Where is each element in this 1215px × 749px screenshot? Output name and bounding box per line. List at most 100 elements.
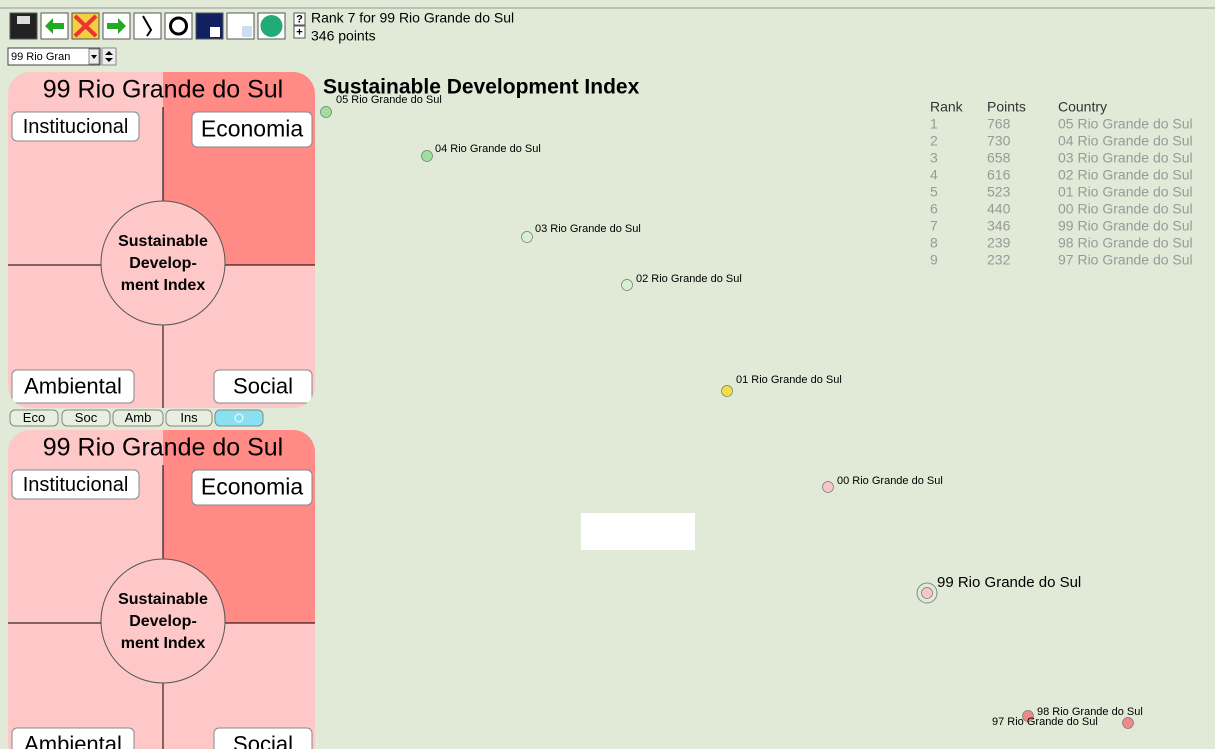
star-shape	[73, 14, 98, 38]
center-label: ment Index	[121, 635, 206, 652]
pointer-button[interactable]	[133, 12, 162, 40]
tab-frame	[61, 409, 111, 427]
rank-cell: 8	[930, 235, 938, 251]
save-button[interactable]	[9, 12, 38, 40]
tab-label: Ins	[180, 410, 198, 425]
rank-cell: 4	[930, 167, 938, 183]
point-dot	[721, 385, 733, 397]
help-label: ?	[296, 13, 303, 25]
point-label: 04 Rio Grande do Sul	[435, 143, 541, 155]
quadrant-label: Ambiental	[24, 731, 122, 749]
point-dot	[521, 231, 533, 243]
point-label: 00 Rio Grande do Sul	[837, 475, 943, 487]
region-selector[interactable]: 99 Rio Gran	[7, 47, 101, 66]
tab-label: Amb	[125, 410, 152, 425]
region-point[interactable]: 99 Rio Grande do Sul	[916, 574, 1081, 604]
back-button[interactable]	[40, 12, 69, 40]
spinner-arrows	[105, 51, 113, 62]
point-dot	[921, 587, 933, 599]
panel-title: 99 Rio Grande do Sul	[43, 434, 283, 462]
rank-cell: 99 Rio Grande do Sul	[1058, 218, 1193, 234]
sdi-panel: Sustainable Develop-ment Index 99 Rio Gran…	[8, 72, 315, 408]
plot-title: Sustainable Development Index	[323, 76, 640, 99]
star-button[interactable]	[71, 12, 100, 40]
tab[interactable]: Soc	[61, 409, 111, 427]
plus-label: +	[296, 26, 302, 38]
rank-cell: 7	[930, 218, 938, 234]
help-button[interactable]: ?	[293, 12, 306, 26]
help-frame	[293, 12, 306, 26]
spinner[interactable]	[101, 47, 117, 66]
globe-button[interactable]	[257, 12, 286, 40]
region-point[interactable]: 97 Rio Grande do Sul	[992, 716, 1134, 729]
region-point[interactable]: 00 Rio Grande do Sul	[822, 475, 943, 493]
s-shape	[242, 26, 252, 37]
rank-cell: 9	[930, 252, 938, 268]
rank-cell: 1	[930, 116, 938, 132]
tab[interactable]: Ins	[165, 409, 213, 427]
quadrant-box	[11, 469, 140, 500]
region-point[interactable]: 01 Rio Grande do Sul	[721, 374, 842, 397]
quadrant-box	[11, 111, 140, 142]
point-label: 02 Rio Grande do Sul	[636, 273, 742, 285]
tab[interactable]: Amb	[112, 409, 164, 427]
rank-cell: 01 Rio Grande do Sul	[1058, 184, 1193, 200]
sdi-panel: Sustainable Develop-ment Index 99 Rio Gran…	[8, 430, 315, 749]
tab-label: Soc	[75, 410, 98, 425]
point-label: 99 Rio Grande do Sul	[937, 574, 1081, 591]
rank-cell: 6	[930, 201, 938, 217]
arrow-left	[45, 18, 64, 34]
center-label: Develop-	[129, 255, 197, 272]
quadrant-box	[11, 369, 135, 404]
quadrant-box	[213, 727, 313, 749]
rank-cell: 239	[987, 235, 1011, 251]
plus-button[interactable]: +	[293, 25, 306, 39]
quadrant-label: Institucional	[23, 116, 129, 138]
rank-cell: 3	[930, 150, 938, 166]
tab-label: Eco	[23, 410, 45, 425]
region-point[interactable]: 05 Rio Grande do Sul	[320, 94, 442, 118]
quadrant-box	[213, 369, 313, 404]
globe-shape	[260, 15, 283, 37]
point-label: 01 Rio Grande do Sul	[736, 374, 842, 386]
rank-cell: 5	[930, 184, 938, 200]
rank-header: Points	[987, 99, 1026, 115]
toggle-tab[interactable]	[214, 409, 264, 427]
selector-box	[7, 47, 101, 66]
recycle-shape	[169, 16, 188, 36]
rank-cell: 97 Rio Grande do Sul	[1058, 252, 1193, 268]
region-point[interactable]: 98 Rio Grande do Sul	[1022, 706, 1143, 722]
status-points: 346 points	[311, 28, 376, 44]
point-label: 03 Rio Grande do Sul	[535, 223, 641, 235]
forward-button[interactable]	[102, 12, 131, 40]
region-point[interactable]: 04 Rio Grande do Sul	[421, 143, 541, 162]
point-label: 05 Rio Grande do Sul	[336, 94, 442, 106]
quadrant-label: Social	[233, 373, 293, 398]
rank-cell: 04 Rio Grande do Sul	[1058, 133, 1193, 149]
quadrant-label: Economia	[201, 116, 303, 142]
rank-cell: 02 Rio Grande do Sul	[1058, 167, 1193, 183]
point-dot	[1122, 717, 1134, 729]
rank-cell: 00 Rio Grande do Sul	[1058, 201, 1193, 217]
toggle-frame	[214, 409, 264, 427]
quadrant-label: Economia	[201, 474, 303, 500]
s-button[interactable]	[226, 12, 255, 40]
panel-title: 99 Rio Grande do Sul	[43, 76, 283, 104]
rank-cell: 658	[987, 150, 1011, 166]
region-point[interactable]: 03 Rio Grande do Sul	[521, 223, 641, 243]
rank-cell: 03 Rio Grande do Sul	[1058, 150, 1193, 166]
center-label: Sustainable	[118, 233, 208, 250]
disk-label	[17, 16, 30, 24]
arrow-right	[107, 18, 126, 34]
pointer-shape	[142, 15, 153, 37]
recycle-button[interactable]	[164, 12, 193, 40]
tab[interactable]: Eco	[9, 409, 59, 427]
center-circle	[100, 558, 226, 684]
tab-frame	[9, 409, 59, 427]
tab-frame	[165, 409, 213, 427]
d-button[interactable]	[195, 12, 224, 40]
rank-header: Rank	[930, 99, 964, 115]
region-point[interactable]: 02 Rio Grande do Sul	[621, 273, 742, 291]
